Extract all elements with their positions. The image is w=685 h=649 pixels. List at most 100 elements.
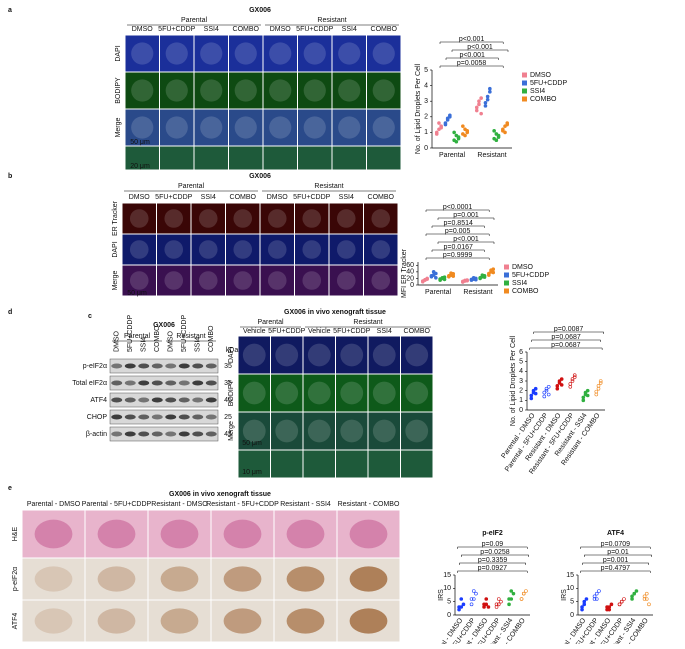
kda-marker: 45: [224, 431, 232, 438]
data-point: [499, 599, 503, 604]
y-tick-label: 4: [424, 82, 428, 89]
cell: [372, 42, 395, 65]
legend-label: 5FU+CDDP: [512, 272, 549, 279]
data-point: [449, 271, 453, 275]
lane-label: SSI4: [195, 337, 202, 352]
column-label: SSI4: [342, 26, 357, 33]
cell: [405, 343, 429, 367]
data-point: [634, 589, 639, 593]
data-point: [542, 390, 547, 395]
cell: [131, 116, 154, 139]
cell: [269, 79, 292, 102]
y-tick-label: 10: [566, 585, 574, 592]
y-axis-label: MFI ER Tracker: [401, 248, 408, 298]
lane-label: COMBO: [208, 325, 215, 352]
image-tile: [238, 374, 270, 412]
image-tile: [368, 336, 400, 374]
bracket: [425, 233, 490, 236]
image-tile: [332, 72, 366, 109]
data-point: [461, 602, 466, 607]
band: [124, 414, 136, 420]
data-point: [429, 273, 434, 278]
cell: [165, 79, 188, 102]
band: [138, 414, 150, 420]
y-tick-label: 2: [519, 388, 523, 395]
column-label: DMSO: [132, 26, 154, 33]
p-value: p=0.001: [603, 557, 629, 564]
zoom-tile: [238, 450, 270, 478]
data-point: [494, 605, 499, 609]
data-point: [507, 602, 511, 607]
tissue: [286, 608, 325, 634]
bracket: [437, 241, 495, 244]
p-value: p=0.0087: [554, 326, 583, 333]
data-point: [474, 277, 478, 282]
p-value: p=0.0058: [457, 60, 486, 67]
cell: [307, 343, 331, 367]
column-label: COMBO: [368, 194, 395, 201]
band: [178, 431, 190, 437]
cell: [405, 419, 429, 443]
column-label: 5FU+CDDP: [268, 328, 305, 335]
data-point: [568, 382, 573, 386]
panel-title: GX006: [249, 173, 271, 180]
image-tile: [263, 72, 297, 109]
data-point: [474, 108, 479, 113]
data-point: [503, 130, 507, 135]
y-tick-label: 0: [447, 612, 451, 619]
cell: [200, 42, 223, 65]
image-tile: [191, 203, 225, 234]
image-tile: [271, 412, 303, 450]
zoom-tile: [332, 146, 366, 170]
legend-swatch: [504, 272, 509, 278]
cell: [307, 419, 331, 443]
blot: [109, 426, 219, 442]
cell: [372, 381, 396, 405]
image-tile: [298, 35, 332, 72]
data-point: [531, 388, 536, 393]
image-tile: [194, 72, 228, 109]
data-point: [557, 379, 562, 383]
tissue: [286, 519, 325, 549]
y-tick-label: 0: [570, 612, 574, 619]
cell: [303, 79, 326, 102]
column-label: COMBO: [404, 328, 431, 335]
panel-title: GX006 in vivo xenograft tissue: [284, 309, 386, 316]
cell: [372, 419, 396, 443]
image-tile: [263, 35, 297, 72]
data-point: [454, 139, 459, 144]
band: [111, 414, 123, 420]
data-point: [448, 115, 452, 119]
zoom-tile: [271, 450, 303, 478]
data-point: [596, 386, 601, 391]
data-point: [452, 130, 456, 135]
tissue: [160, 566, 199, 592]
legend-label: DMSO: [512, 264, 534, 271]
data-point: [509, 589, 514, 593]
data-point: [443, 121, 448, 125]
image-tile: [295, 203, 329, 234]
band: [151, 431, 163, 437]
y-tick-label: 4: [519, 368, 523, 375]
image-tile: [122, 203, 156, 234]
x-tick-label: Resistant: [477, 152, 506, 159]
p-value: p=0.09: [482, 541, 504, 548]
band: [124, 397, 136, 403]
row-label: Merge: [115, 117, 122, 137]
image-tile: [260, 234, 294, 265]
row-label: ATF4: [90, 397, 107, 404]
y-tick-label: 40: [406, 269, 414, 276]
scale-bar: 10 μm: [242, 469, 262, 476]
data-point: [555, 386, 560, 391]
legend-swatch: [522, 80, 527, 86]
data-point: [617, 602, 622, 607]
image-tile: [295, 234, 329, 265]
band: [165, 431, 177, 437]
image-tile: [368, 412, 400, 450]
data-point: [451, 274, 456, 278]
tissue: [286, 566, 325, 592]
band: [178, 397, 190, 403]
cell: [242, 343, 266, 367]
chart-title: ATF4: [607, 530, 624, 537]
band: [165, 397, 177, 403]
